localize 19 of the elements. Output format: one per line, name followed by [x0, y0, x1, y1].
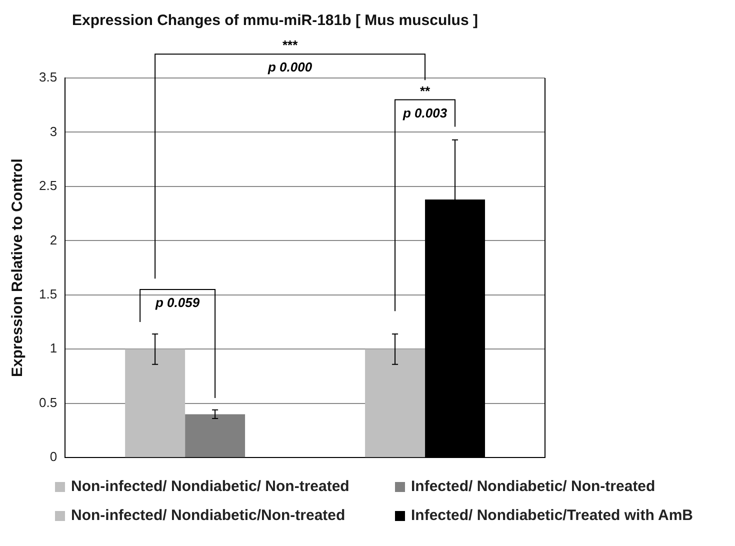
legend-label: Infected/ Nondiabetic/Treated with AmB	[411, 507, 693, 524]
annotation: p 0.003	[402, 105, 448, 120]
y-tick-label: 1.5	[38, 286, 58, 302]
y-tick-label: 2.5	[38, 178, 58, 194]
text: p 0.000	[266, 60, 313, 75]
y-axis-title: Expression Relative to Control	[9, 158, 26, 377]
y-tick-label: 0	[50, 449, 58, 464]
y-tick-label: 0.5	[38, 394, 58, 410]
y-tick-label: 1	[50, 340, 58, 356]
text: ***	[282, 38, 299, 53]
legend-label: Non-infected/ Nondiabetic/Non-treated	[71, 507, 346, 524]
y-tick-label: 2	[50, 232, 58, 248]
y-tick-label: 3.5	[38, 70, 58, 85]
legend-label: Infected/ Nondiabetic/ Non-treated	[411, 478, 656, 495]
annotation: p 0.059	[154, 295, 200, 310]
y-tick-label: 3	[50, 124, 58, 139]
legend-label: Non-infected/ Nondiabetic/ Non-treated	[71, 478, 350, 495]
annotation: **	[420, 83, 432, 98]
chart-title: Expression Changes of mmu-miR-181b [ Mus musculus ]	[72, 12, 478, 30]
